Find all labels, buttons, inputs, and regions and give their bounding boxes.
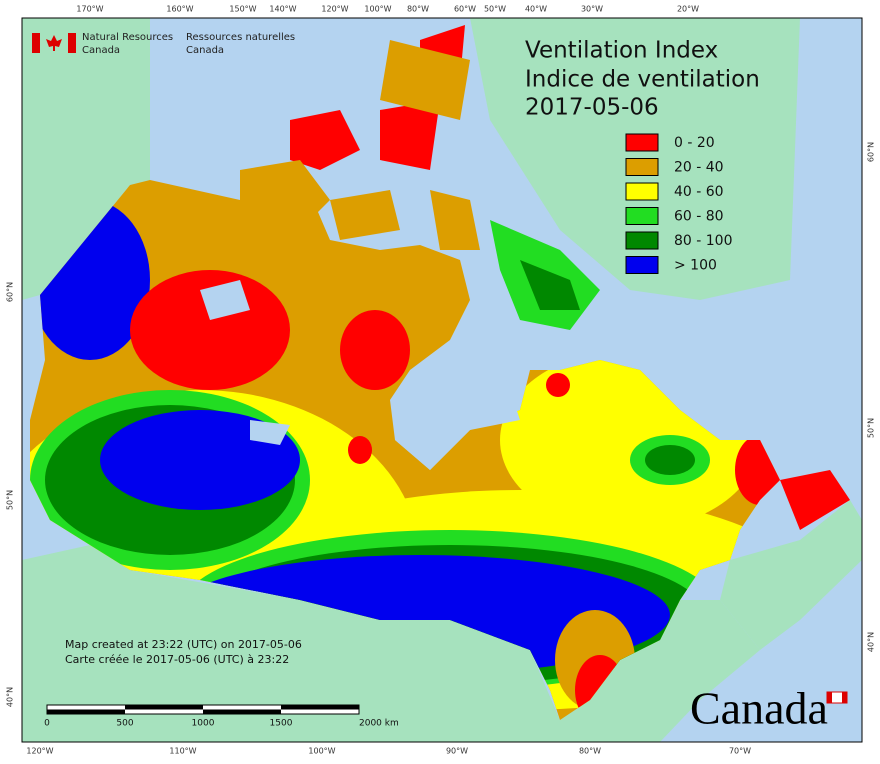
arctic-islands-orange [240, 40, 480, 250]
legend-swatch [625, 207, 659, 225]
lon-label: 100°W [308, 747, 335, 756]
lon-label: 70°W [729, 747, 751, 756]
lon-label: 140°W [269, 5, 296, 14]
wordmark: Canada [690, 683, 848, 734]
wordmark-text: Canada [690, 683, 828, 734]
lon-label: 80°W [407, 5, 429, 14]
lat-label: 40°N [6, 687, 15, 707]
lon-label: 30°W [581, 5, 603, 14]
lon-label: 90°W [446, 747, 468, 756]
usa-east [720, 500, 862, 650]
map-frame [21, 17, 863, 743]
agency-fr: Canada [186, 45, 224, 56]
graticule-labels: 170°W 160°W 150°W 140°W 120°W 100°W 80°W 60°W 50… [6, 5, 876, 756]
lat-label: 60°N [867, 142, 876, 162]
lon-label: 120°W [26, 747, 53, 756]
lat-label: 50°N [867, 418, 876, 438]
nrcan-logo: Natural Resources Canada Ressources natu… [32, 32, 295, 56]
wordmark-flag [842, 692, 847, 703]
legend-label: 80 - 100 [674, 233, 733, 249]
lon-label: 20°W [677, 5, 699, 14]
scale-label: 1500 [270, 719, 293, 729]
agency-en: Natural Resources [82, 32, 173, 43]
scale-bar [46, 704, 360, 715]
lon-label: 40°W [525, 5, 547, 14]
hudson-bay [395, 360, 520, 470]
lat-label: 60°N [6, 282, 15, 302]
lon-label: 100°W [364, 5, 391, 14]
agency-fr: Ressources naturelles [186, 32, 295, 43]
scale-labels: 0 500 1000 1500 2000 km [44, 719, 399, 729]
lat-label: 50°N [6, 490, 15, 510]
lat-label: 40°N [867, 632, 876, 652]
legend-swatch [625, 182, 659, 201]
flag-bar [68, 33, 76, 53]
scale-label: 0 [44, 719, 50, 729]
legend-label: 60 - 80 [674, 209, 724, 225]
wordmark-flag [827, 692, 832, 703]
legend-swatch [625, 256, 659, 274]
lon-label: 150°W [229, 5, 256, 14]
baffin-green [520, 260, 580, 310]
scale-label: 1000 [192, 719, 215, 729]
alaska [22, 18, 150, 300]
note: Carte créée le 2017-05-06 (UTC) à 23:22 [65, 653, 289, 666]
legend-label: 0 - 20 [674, 135, 715, 151]
agency-en: Canada [82, 45, 120, 56]
date: 2017-05-06 [525, 95, 659, 121]
legend-label: > 100 [674, 258, 717, 274]
lon-label: 110°W [169, 747, 196, 756]
legend-swatch [625, 133, 659, 152]
lon-label: 170°W [76, 5, 103, 14]
lon-label: 60°W [454, 5, 476, 14]
scale-seg [125, 705, 203, 710]
title: Ventilation Index [525, 38, 718, 64]
lon-label: 80°W [579, 747, 601, 756]
usa [22, 545, 760, 742]
legend-swatch [625, 231, 659, 250]
map-body [22, 18, 862, 742]
scale-seg [203, 709, 281, 714]
legend: 0 - 20 20 - 40 40 - 60 60 - 80 80 - 100 > 100 [625, 133, 733, 274]
lakes [200, 280, 290, 445]
scale-label: 500 [116, 719, 133, 729]
lon-label: 120°W [321, 5, 348, 14]
flag-bar [32, 33, 40, 53]
maple-leaf [46, 35, 62, 51]
legend-swatch [625, 158, 659, 176]
lon-label: 50°W [484, 5, 506, 14]
lon-label: 160°W [166, 5, 193, 14]
scale-seg [281, 705, 359, 710]
scale-seg [47, 709, 125, 714]
scale-label: 2000 km [359, 719, 399, 729]
legend-label: 40 - 60 [674, 184, 724, 200]
legend-label: 20 - 40 [674, 160, 724, 176]
title: Indice de ventilation [525, 67, 760, 93]
note: Map created at 23:22 (UTC) on 2017-05-06 [65, 638, 302, 651]
newfoundland [780, 470, 850, 530]
